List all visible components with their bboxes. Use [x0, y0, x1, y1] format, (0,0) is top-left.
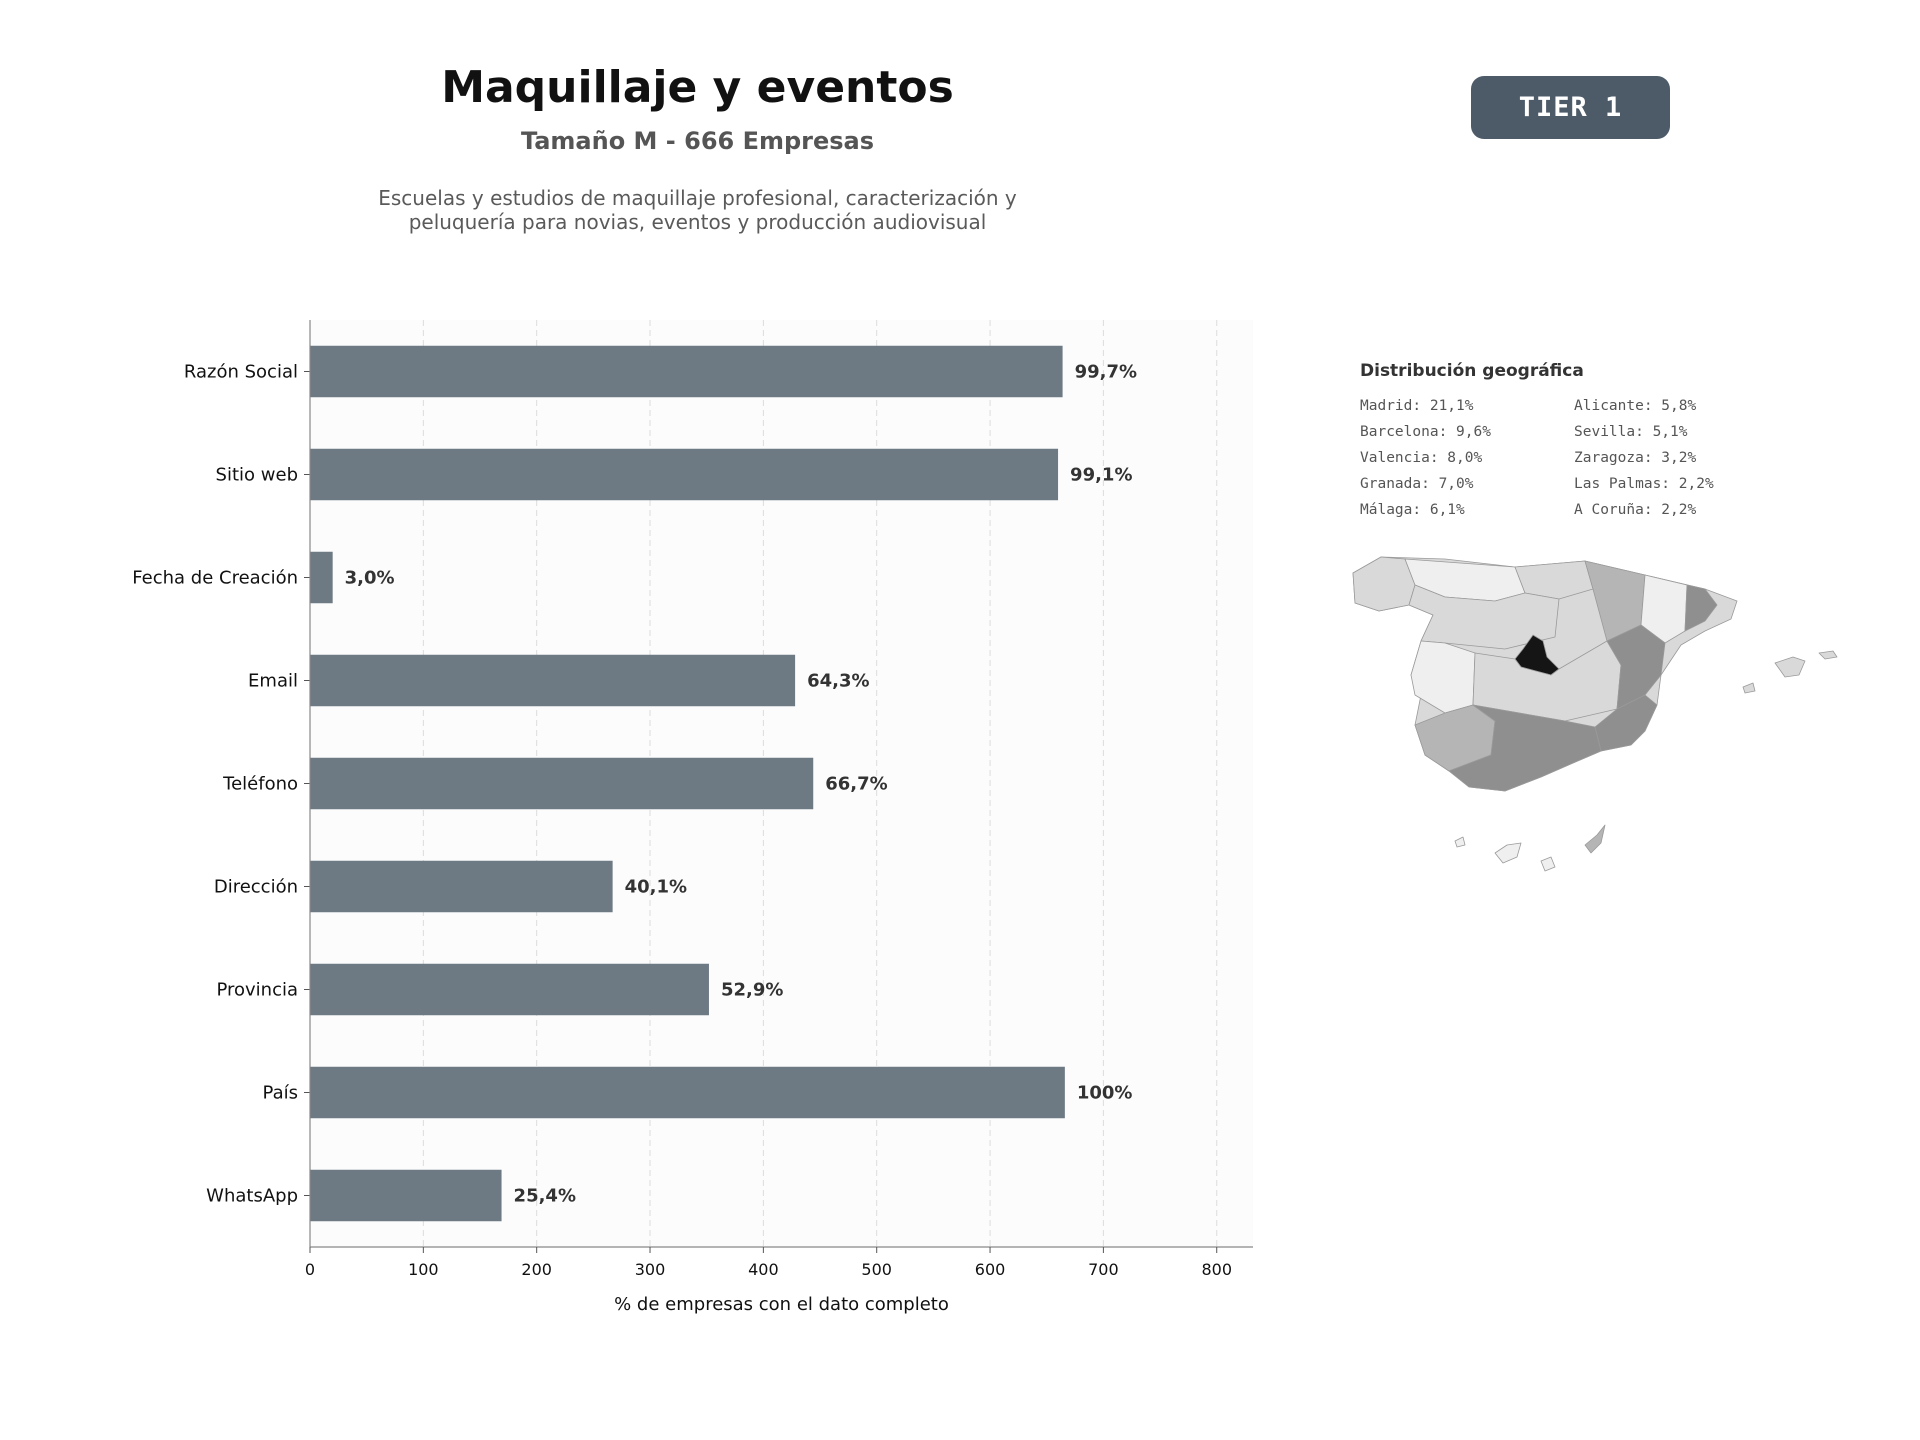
geo-item: Alicante: 5,8% — [1574, 398, 1697, 414]
geo-item: Barcelona: 9,6% — [1360, 424, 1491, 440]
bar-chart: 99,7% Razón Social 99,1% Sitio web 3,0% Fecha… — [132, 320, 1253, 1315]
bar-value-label: 52,9% — [721, 980, 783, 1001]
map-region-ibiza — [1742, 682, 1756, 694]
geo-item: A Coruña: 2,2% — [1574, 502, 1697, 518]
x-tick-label: 600 — [975, 1260, 1006, 1279]
geo-item: Valencia: 8,0% — [1360, 450, 1483, 466]
geo-title: Distribución geográfica — [1360, 361, 1584, 381]
bar — [310, 345, 1063, 398]
map-region-catalonia-west — [1640, 574, 1688, 644]
map-region-menorca — [1818, 650, 1838, 660]
geo-distribution-panel: Distribución geográfica Madrid: 21,1% Ba… — [1345, 355, 1865, 915]
page-subtitle: Tamaño M - 666 Empresas — [520, 127, 875, 155]
geo-item: Granada: 7,0% — [1360, 476, 1474, 492]
map-region-galicia — [1352, 556, 1416, 612]
bar — [310, 448, 1059, 501]
y-tick-label: WhatsApp — [206, 1186, 298, 1207]
y-tick-label: Sitio web — [216, 465, 298, 486]
map-region-navarra — [1514, 560, 1594, 600]
map-region-granada-malaga — [1448, 704, 1602, 792]
map-regions — [1352, 556, 1838, 872]
geo-item: Madrid: 21,1% — [1360, 398, 1474, 414]
map-region-las-palmas — [1584, 824, 1606, 854]
page-description: Escuelas y estudios de maquillaje profes… — [330, 186, 1065, 234]
geo-item: Zaragoza: 3,2% — [1574, 450, 1697, 466]
tier-badge: TIER 1 — [1471, 76, 1670, 139]
geo-item: Málaga: 6,1% — [1360, 502, 1465, 518]
x-tick-label: 500 — [861, 1260, 892, 1279]
bar — [310, 757, 814, 810]
y-tick-label: Teléfono — [222, 774, 298, 795]
map-region-canarias-center — [1540, 856, 1556, 872]
x-tick-label: 700 — [1088, 1260, 1119, 1279]
x-tick-label: 0 — [305, 1260, 315, 1279]
x-axis-label: % de empresas con el dato completo — [614, 1294, 949, 1315]
bar — [310, 551, 333, 604]
geo-item: Sevilla: 5,1% — [1574, 424, 1688, 440]
bar-value-label: 25,4% — [514, 1186, 576, 1207]
x-tick-label: 100 — [408, 1260, 439, 1279]
y-tick-label: Email — [248, 671, 298, 692]
description-line-2: peluquería para novias, eventos y produc… — [408, 210, 987, 234]
bar-value-label: 66,7% — [825, 774, 887, 795]
geo-item: Las Palmas: 2,2% — [1574, 476, 1714, 492]
x-tick-label: 800 — [1201, 1260, 1232, 1279]
x-tick-label: 300 — [635, 1260, 666, 1279]
spain-map — [1352, 556, 1838, 872]
bar — [310, 860, 613, 913]
x-tick-label: 400 — [748, 1260, 779, 1279]
x-tick-label: 200 — [521, 1260, 552, 1279]
bar-value-label: 64,3% — [807, 671, 869, 692]
bar — [310, 1066, 1065, 1119]
y-tick-label: País — [263, 1083, 298, 1104]
bar — [310, 1169, 502, 1222]
bar — [310, 963, 709, 1016]
y-tick-label: Fecha de Creación — [132, 568, 298, 589]
y-tick-label: Razón Social — [184, 362, 298, 383]
y-tick-label: Provincia — [216, 980, 298, 1001]
map-region-barcelona — [1684, 584, 1718, 632]
page-title: Maquillaje y eventos — [441, 62, 954, 113]
map-region-canarias-west — [1494, 842, 1522, 864]
bar-value-label: 99,7% — [1075, 362, 1137, 383]
bar-value-label: 99,1% — [1070, 465, 1132, 486]
bar-value-label: 100% — [1077, 1083, 1133, 1104]
description-line-1: Escuelas y estudios de maquillaje profes… — [378, 186, 1017, 210]
bar-value-label: 40,1% — [625, 877, 687, 898]
map-region-mallorca — [1774, 656, 1806, 678]
bar-value-label: 3,0% — [345, 568, 395, 589]
y-tick-label: Dirección — [214, 877, 298, 898]
bar — [310, 654, 796, 707]
map-region-valencia — [1606, 624, 1666, 710]
map-region-tenerife — [1454, 836, 1466, 848]
